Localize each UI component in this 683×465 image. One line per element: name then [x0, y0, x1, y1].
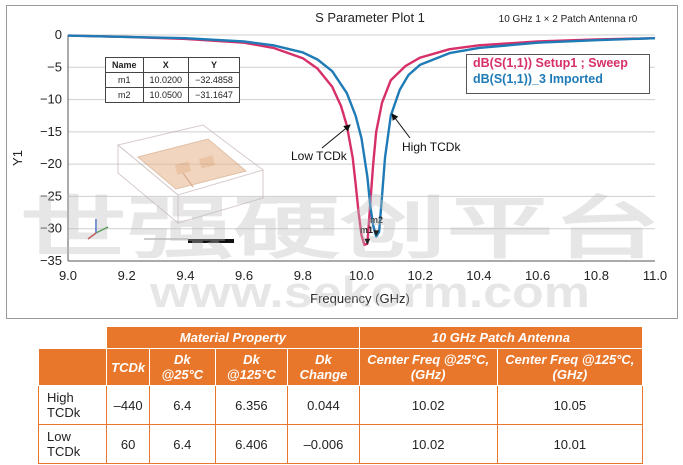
x-tick-label: 10.0: [349, 268, 374, 283]
material-property-table: Material Property 10 GHz Patch Antenna T…: [37, 326, 644, 464]
marker-cell: −31.1647: [188, 87, 240, 103]
x-tick-label: 10.8: [584, 268, 609, 283]
table-cell: 6.4: [149, 385, 216, 425]
marker-row: m1 10.0200 −32.4858: [105, 72, 240, 88]
x-tick-label: 11.0: [643, 268, 667, 283]
legend: dB(S(1,1)) Setup1 ; Sweep dB(S(1,1))_3 I…: [466, 54, 650, 94]
marker-cell: m2: [105, 87, 144, 103]
legend-entry-sweep: dB(S(1,1)) Setup1 ; Sweep: [473, 56, 628, 70]
x-tick-label: 10.4: [466, 268, 491, 283]
y-tick-label: −30: [40, 221, 62, 236]
row-label-header: [37, 348, 108, 386]
table-cell: 6.406: [214, 424, 289, 464]
table-cell: 10.02: [358, 424, 498, 464]
low-tcdk-arrow: [321, 124, 351, 149]
axes: 0 −5 −10 −15 −20 −25 −30 −359.0 9.2 9.4 9.6 9.8 10.0…: [40, 27, 667, 283]
y-tick-label: 0: [55, 27, 62, 42]
row-label: High TCDk: [37, 385, 108, 425]
x-tick-label: 9.0: [59, 268, 77, 283]
table-cell: –0.006: [287, 424, 360, 464]
marker-cell: −32.4858: [188, 72, 240, 88]
low-tcdk-annotation: Low TCDk: [291, 149, 348, 163]
marker-header-x: X: [142, 57, 190, 73]
row-label: Low TCDk: [37, 424, 108, 464]
table-cell: 10.05: [496, 385, 644, 425]
col-header-dk-change: Dk Change: [287, 348, 360, 386]
marker-m2-label: m2: [370, 215, 383, 225]
series-line-2: [67, 34, 656, 238]
marker-header-y: Y: [188, 57, 240, 73]
marker-cell: 10.0200: [142, 72, 190, 88]
marker-m2-pointer: [373, 230, 380, 237]
series-line-1: [67, 34, 656, 247]
table-cell: 10.01: [496, 424, 644, 464]
table-row: Low TCDk 60 6.4 6.406 –0.006 10.02 10.01: [37, 424, 644, 464]
table-cell: 6.356: [214, 385, 289, 425]
high-tcdk-annotation: High TCDk: [402, 140, 461, 154]
marker-cell: 10.0500: [142, 87, 190, 103]
col-header-freq25: Center Freq @25°C, (GHz): [358, 348, 498, 386]
table-row: High TCDk –440 6.4 6.356 0.044 10.02 10.…: [37, 385, 644, 425]
y-tick-label: −15: [40, 124, 62, 139]
chart-subtitle: 10 GHz 1 × 2 Patch Antenna r0: [499, 14, 638, 25]
x-tick-label: 10.6: [525, 268, 550, 283]
y-tick-label: −35: [40, 253, 62, 268]
y-axis-label: Y1: [10, 150, 25, 166]
x-tick-label: 9.2: [118, 268, 136, 283]
group-header-antenna: 10 GHz Patch Antenna: [358, 326, 644, 349]
group-header-material: Material Property: [106, 326, 360, 349]
table-cell: 10.02: [358, 385, 498, 425]
col-header-dk25: Dk @25°C: [149, 348, 216, 386]
table-cell: 60: [106, 424, 151, 464]
table-cell: –440: [106, 385, 151, 425]
x-axis-label: Frequency (GHz): [310, 291, 410, 306]
marker-table: Name X Y m1 10.0200 −32.4858 m2 10.0500 …: [105, 57, 240, 103]
marker-m1-pointer: [364, 238, 371, 245]
marker-m1-label: m1: [360, 225, 373, 235]
y-tick-label: −20: [40, 156, 62, 171]
chart-title: S Parameter Plot 1: [315, 10, 425, 25]
y-tick-label: −25: [40, 188, 62, 203]
y-tick-label: −10: [40, 92, 62, 107]
x-tick-label: 10.2: [408, 268, 433, 283]
x-tick-label: 9.4: [176, 268, 194, 283]
antenna-model-thumbnail: [87, 124, 265, 243]
marker-cell: m1: [105, 72, 144, 88]
col-header-tcdk: TCDk: [106, 348, 151, 386]
x-tick-label: 9.6: [235, 268, 253, 283]
marker-row: m2 10.0500 −31.1647: [105, 87, 240, 103]
s-parameter-chart: S Parameter Plot 1 10 GHz 1 × 2 Patch An…: [10, 10, 667, 306]
high-tcdk-arrow: [391, 113, 411, 139]
col-header-dk125: Dk @125°C: [214, 348, 289, 386]
table-cell: 0.044: [287, 385, 360, 425]
y-tick-label: −5: [47, 59, 62, 74]
legend-entry-imported: dB(S(1,1))_3 Imported: [473, 72, 603, 86]
table-cell: 6.4: [149, 424, 216, 464]
series-lines: [67, 34, 656, 247]
marker-header-name: Name: [105, 57, 144, 73]
table-corner: [37, 326, 108, 349]
col-header-freq125: Center Freq @125°C, (GHz): [496, 348, 644, 386]
x-tick-label: 9.8: [294, 268, 312, 283]
